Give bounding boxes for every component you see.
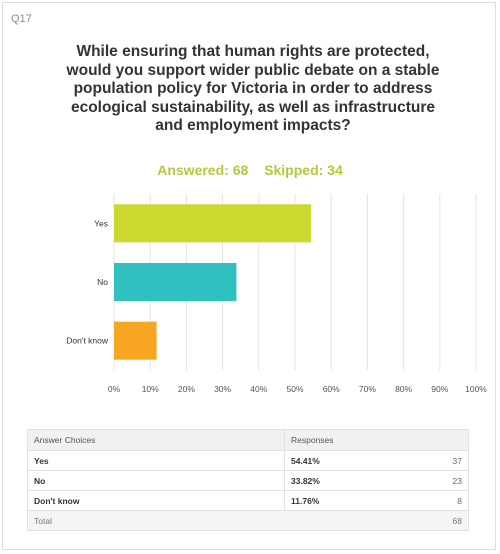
answer-choice: Yes [27,450,285,471]
x-tick-labels: 0% 10% 20% 30% 40% 50% 60% 70% 80% 90% 100% [108,384,487,394]
bar[interactable] [114,321,157,360]
header-answer-choices: Answer Choices [27,429,285,451]
bar[interactable] [114,204,311,243]
x-tick-label: 30% [214,384,231,394]
total-count: 68 [404,510,469,531]
x-tick-label: 80% [395,384,412,394]
x-tick-label: 50% [286,384,303,394]
table-row: Don't know 11.76% 8 [27,490,469,511]
category-label: Yes [94,218,108,228]
x-tick-label: 70% [359,384,376,394]
responses-table: Answer Choices Responses Yes 54.41% 37 No 33… [27,429,469,531]
bar-chart: Yes No Don't know 0% 10% 20% 30% 40% 50% 60% 70% 8… [66,194,487,394]
category-label: No [97,277,108,287]
x-tick-label: 100% [465,384,487,394]
x-tick-label: 60% [323,384,340,394]
response-count: 37 [404,450,469,471]
x-tick-label: 20% [178,384,195,394]
table-header-row: Answer Choices Responses [27,429,469,451]
total-row: Total 68 [27,510,469,531]
answer-choice: No [27,470,285,491]
answered-count: Answered: 68 [157,162,249,178]
x-tick-label: 10% [142,384,159,394]
response-percent: 11.76% [283,490,405,511]
question-title: While ensuring that human rights are pro… [66,43,440,134]
x-tick-label: 90% [431,384,448,394]
answer-choice: Don't know [27,490,285,511]
chart-bars [114,204,311,360]
header-responses: Responses [284,429,469,451]
category-label: Don't know [66,336,109,346]
table-row: Yes 54.41% 37 [27,450,469,471]
response-percent: 54.41% [283,450,405,471]
table-row: No 33.82% 23 [27,470,469,491]
total-label: Total [27,510,285,531]
response-percent: 33.82% [283,470,405,491]
total-spacer [284,510,405,531]
skipped-count: Skipped: 34 [264,162,343,178]
x-tick-label: 0% [108,384,121,394]
response-count: 8 [404,490,469,511]
x-tick-label: 40% [250,384,267,394]
category-labels: Yes No Don't know [66,218,109,345]
response-count: 23 [404,470,469,491]
question-number: Q17 [11,13,32,25]
bar[interactable] [114,263,237,301]
response-stats: Answered: 68 Skipped: 34 [0,162,500,178]
